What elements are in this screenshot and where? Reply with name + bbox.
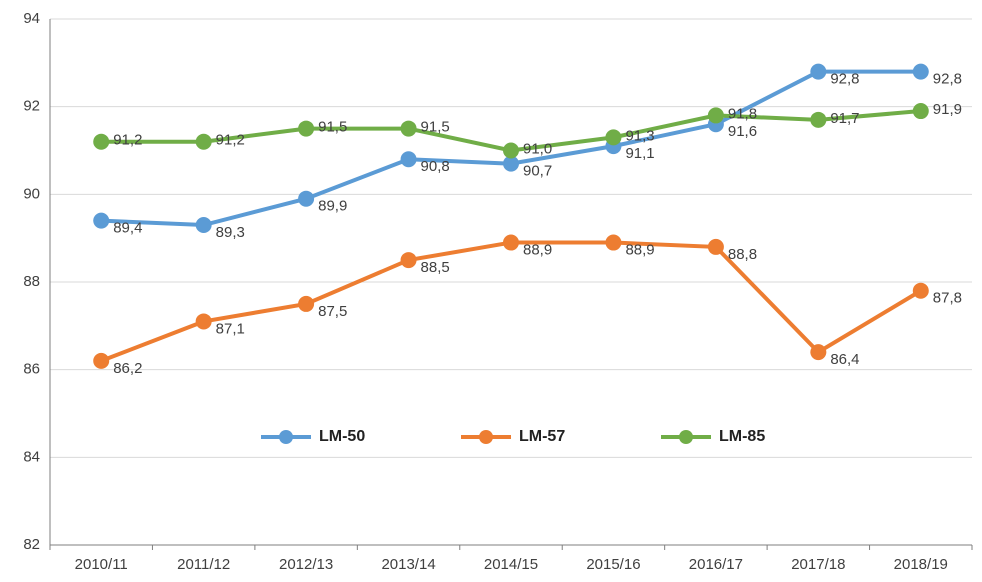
data-point [93,133,110,150]
data-point [912,63,929,80]
data-point [195,133,212,150]
data-label: 91,6 [728,123,757,140]
data-label: 89,9 [318,198,347,215]
data-point [298,295,315,312]
x-tick-label: 2013/14 [381,556,435,573]
legend-label: LM-57 [519,428,565,445]
x-tick-label: 2018/19 [894,556,948,573]
x-tick-label: 2014/15 [484,556,538,573]
data-point [912,103,929,120]
data-point [503,234,519,251]
y-tick-label: 92 [23,98,40,115]
data-point [605,234,622,251]
data-point [298,190,315,207]
data-point [93,212,110,229]
data-label: 88,9 [625,242,654,259]
y-tick-label: 88 [23,273,40,290]
data-label: 90,7 [523,163,552,180]
data-point [195,313,212,330]
data-point [400,151,417,168]
data-point [400,252,417,269]
data-point [810,344,827,361]
data-label: 87,8 [933,290,962,307]
data-label: 89,3 [216,224,245,241]
x-tick-label: 2012/13 [279,556,333,573]
data-label: 88,9 [523,242,552,259]
data-point [810,111,827,128]
data-point [298,120,315,137]
y-tick-label: 90 [23,185,40,202]
data-label: 91,1 [625,145,654,162]
data-label: 91,0 [523,140,552,157]
data-label: 91,7 [830,110,859,127]
data-label: 88,8 [728,246,757,263]
data-point [810,63,827,80]
data-point [503,155,519,172]
x-tick-label: 2017/18 [791,556,845,573]
x-tick-label: 2015/16 [586,556,640,573]
legend-marker [279,430,293,444]
data-point [195,217,212,234]
data-point [503,142,519,159]
legend-marker [679,430,693,444]
data-label: 86,4 [830,351,859,368]
data-point [400,120,417,137]
data-label: 91,8 [728,105,757,122]
data-label: 91,2 [113,132,142,149]
data-label: 86,2 [113,360,142,377]
data-label: 87,5 [318,303,347,320]
data-label: 92,8 [933,71,962,88]
data-label: 91,5 [318,119,347,136]
legend-marker [479,430,493,444]
legend-label: LM-85 [719,428,765,445]
data-label: 91,5 [421,119,450,136]
data-point [912,282,929,299]
data-label: 92,8 [830,71,859,88]
data-point [707,107,724,124]
data-label: 88,5 [421,259,450,276]
data-point [707,238,724,255]
y-tick-label: 84 [23,448,40,465]
data-point [93,352,110,369]
data-point [605,129,622,146]
y-tick-label: 82 [23,536,40,553]
data-label: 90,8 [421,158,450,175]
y-tick-label: 86 [23,361,40,378]
data-label: 91,9 [933,101,962,118]
data-label: 91,2 [216,132,245,149]
data-label: 91,3 [625,127,654,144]
y-tick-label: 94 [23,10,40,27]
x-tick-label: 2010/11 [75,556,128,573]
series-line [100,240,922,363]
legend-label: LM-50 [319,428,365,445]
data-label: 87,1 [216,320,245,337]
x-tick-label: 2011/12 [177,556,230,573]
data-label: 89,4 [113,220,142,237]
x-tick-label: 2016/17 [689,556,743,573]
